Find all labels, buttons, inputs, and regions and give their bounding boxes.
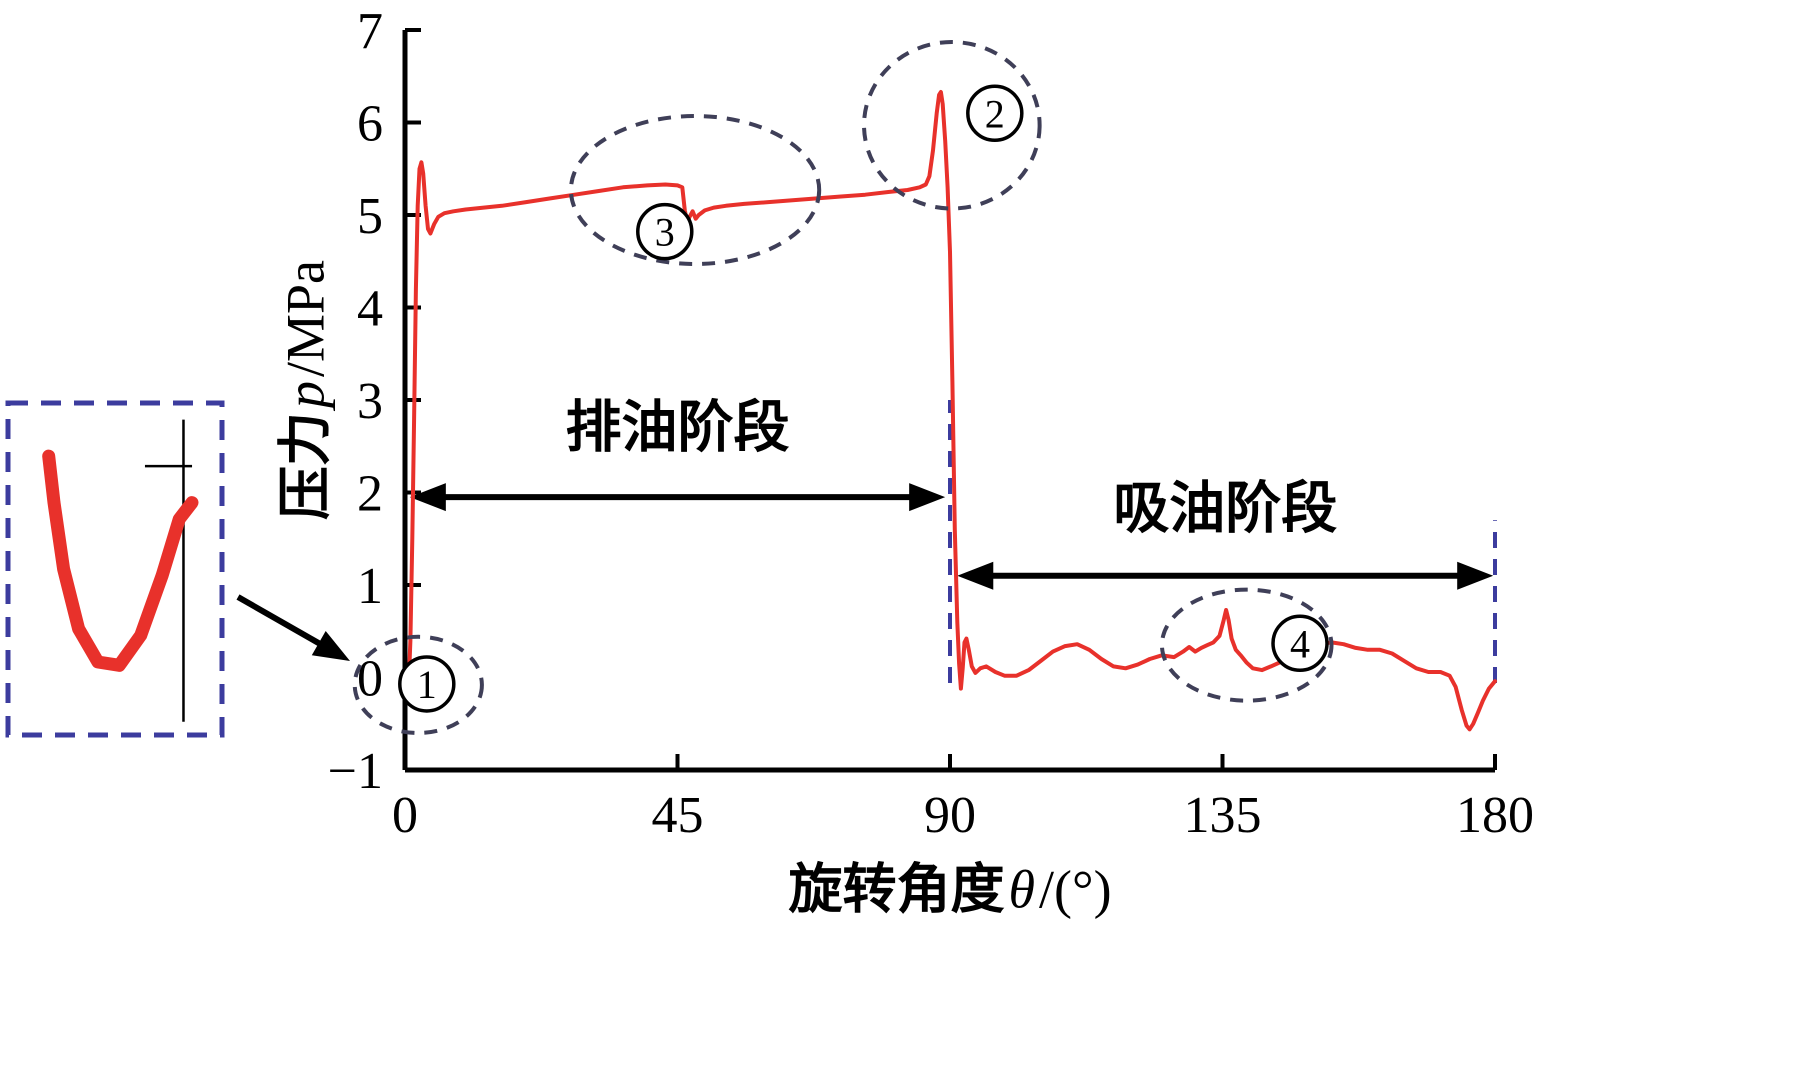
y-tick-label: 3 [357, 373, 383, 430]
y-tick-label: −1 [328, 743, 383, 800]
phase-arrow-2-head [957, 561, 994, 590]
marker-number-circle-3 [636, 202, 694, 261]
x-tick-label: 45 [652, 787, 704, 844]
inset-pointer-arrow [236, 594, 326, 649]
x-tick-label: 90 [924, 787, 976, 844]
y-tick-label: 1 [357, 558, 383, 615]
y-tick-label: 7 [357, 3, 383, 60]
phase-arrow-1-head [409, 483, 446, 512]
y-axis-label-symbol: p [275, 381, 336, 409]
x-tick-label: 0 [392, 787, 418, 844]
x-axis-label: 旋转角度θ/(°) [788, 845, 1111, 924]
y-axis-label-unit: /MPa [275, 259, 336, 378]
marker-ellipse-1 [352, 634, 484, 736]
y-axis-label: 压力 p/MPa [261, 260, 340, 520]
phase-arrow-2-head [1457, 561, 1494, 590]
guides-layer [948, 400, 1497, 684]
phase-label-2: 吸油阶段 [1113, 477, 1337, 540]
marker-number-3: 3 [655, 210, 675, 255]
annotation-layer: 1 2 3 4 [352, 40, 1334, 736]
inset-zoom-curve [42, 449, 199, 672]
inset-layer [5, 400, 350, 738]
inset-box [5, 400, 225, 738]
marker-number-4: 4 [1290, 621, 1310, 666]
y-tick-label: 4 [357, 281, 383, 338]
x-axis-label-unit: /(°) [1038, 859, 1112, 920]
inset-pointer-arrow-head [311, 630, 350, 661]
x-tick-label: 180 [1456, 787, 1534, 844]
y-axis-label-cn: 压力 [275, 412, 336, 521]
marker-ellipse-4 [1159, 587, 1334, 703]
x-axis-label-cn: 旋转角度 [788, 859, 1005, 920]
marker-number-circle-2 [966, 84, 1024, 142]
marker-number-2: 2 [985, 91, 1005, 136]
marker-ellipse-3 [568, 114, 822, 267]
y-tick-label: 2 [357, 466, 383, 523]
y-tick-label: 5 [357, 188, 383, 245]
y-tick-label: 6 [357, 96, 383, 153]
phase-label-1: 排油阶段 [566, 395, 790, 458]
marker-number-1: 1 [417, 662, 437, 707]
x-axis-label-symbol: θ [1008, 859, 1035, 920]
phase-arrow-1-head [909, 483, 946, 512]
x-tick-label: 135 [1184, 787, 1262, 844]
marker-ellipse-2 [862, 40, 1042, 211]
marker-number-circle-4 [1271, 614, 1329, 673]
marker-number-circle-1 [398, 655, 456, 713]
y-tick-label: 0 [357, 651, 383, 708]
